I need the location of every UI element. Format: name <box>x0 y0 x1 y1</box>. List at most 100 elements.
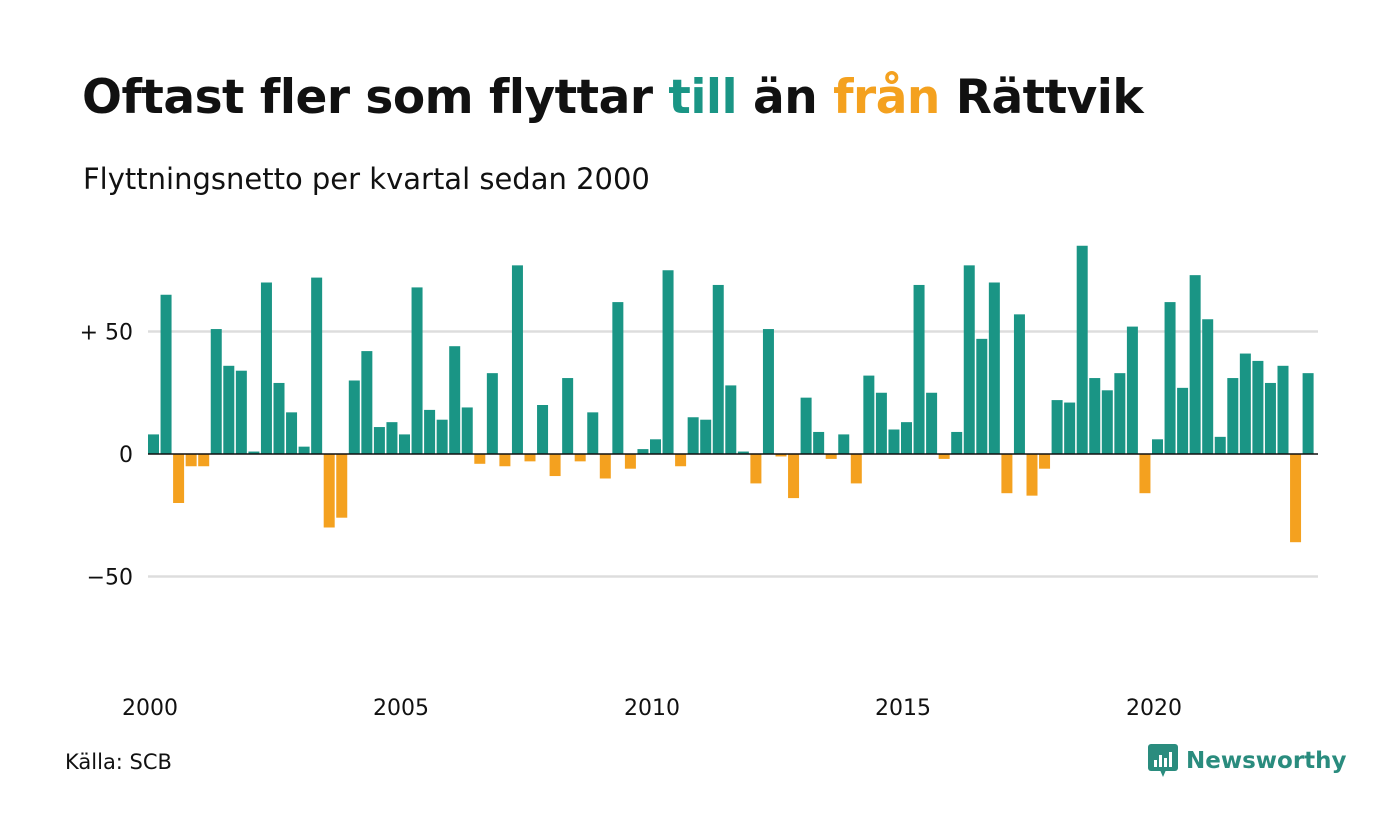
bar <box>1089 378 1101 454</box>
bar <box>838 434 850 454</box>
bar <box>336 454 348 518</box>
bar <box>260 282 272 454</box>
bar <box>863 375 875 454</box>
bar <box>173 454 185 503</box>
bar <box>411 287 423 454</box>
bar <box>599 454 611 479</box>
bar <box>700 419 712 454</box>
x-tick-label: 2015 <box>875 696 931 721</box>
bar <box>1126 326 1138 454</box>
bar <box>850 454 862 484</box>
bar <box>474 454 486 464</box>
x-tick-label: 2010 <box>624 696 680 721</box>
source-note: Källa: SCB <box>65 750 172 774</box>
bar <box>750 454 762 484</box>
bar <box>1302 373 1314 454</box>
newsworthy-logo-icon <box>1148 744 1178 777</box>
y-tick-label: + 50 <box>80 321 133 346</box>
bar <box>926 392 938 454</box>
title-part-3: Rättvik <box>939 70 1144 125</box>
bar <box>273 382 285 454</box>
bar <box>511 265 523 454</box>
bar <box>813 431 825 454</box>
bar <box>1202 319 1214 454</box>
bar <box>1227 378 1239 454</box>
bar <box>1239 353 1251 454</box>
bar <box>951 431 963 454</box>
bar <box>373 427 385 454</box>
bar <box>537 405 549 454</box>
bar <box>1290 454 1302 543</box>
bar <box>248 451 260 454</box>
bar <box>1013 314 1025 454</box>
bar <box>198 454 210 467</box>
bar <box>988 282 1000 454</box>
bar <box>160 294 172 454</box>
bar <box>725 385 737 454</box>
bar <box>499 454 511 467</box>
bar <box>624 454 636 469</box>
y-tick-label: −50 <box>87 566 133 591</box>
title-part-2: än <box>737 70 834 125</box>
bar <box>1189 275 1201 454</box>
bar <box>662 270 674 454</box>
bar <box>1051 400 1063 454</box>
bar <box>574 454 586 462</box>
bar <box>386 422 398 454</box>
bar <box>963 265 975 454</box>
bar <box>1164 302 1176 454</box>
bar <box>449 346 461 454</box>
bar <box>1114 373 1126 454</box>
bar <box>549 454 561 477</box>
bar <box>323 454 335 528</box>
bar <box>675 454 687 467</box>
bar <box>562 378 574 454</box>
bar <box>436 419 448 454</box>
bar <box>1252 360 1264 454</box>
bar <box>1264 382 1276 454</box>
tick-label-layer: + 50 0 −50 2000 2005 2010 2015 2020 <box>80 321 1182 722</box>
bar <box>637 449 649 454</box>
bar <box>1101 390 1113 454</box>
y-tick-label: 0 <box>119 443 133 468</box>
bar <box>737 451 749 454</box>
bar <box>650 439 661 454</box>
bar <box>185 454 197 467</box>
bar <box>348 380 360 454</box>
title-till: till <box>668 70 738 125</box>
grid-layer <box>148 330 1318 578</box>
newsworthy-logo-text: Newsworthy <box>1186 748 1347 774</box>
bar <box>361 351 373 454</box>
bar <box>235 370 247 454</box>
chart-title: Oftast fler som flyttar till än från Rät… <box>82 70 1144 126</box>
bar <box>223 365 235 454</box>
title-fran: från <box>833 70 940 125</box>
bar <box>1026 454 1038 496</box>
bar <box>286 412 298 454</box>
chart-subtitle: Flyttningsnetto per kvartal sedan 2000 <box>83 162 650 196</box>
bar <box>875 392 887 454</box>
bar <box>399 434 410 454</box>
newsworthy-logo[interactable]: Newsworthy <box>1148 744 1347 778</box>
bar-layer <box>148 245 1314 543</box>
bar <box>825 454 837 459</box>
title-part-1: Oftast fler som flyttar <box>82 70 669 125</box>
bar <box>1139 454 1151 494</box>
bar <box>210 329 222 454</box>
bar <box>938 454 950 459</box>
bar <box>298 446 310 454</box>
bar <box>913 284 925 454</box>
bar-chart: + 50 0 −50 2000 2005 2010 2015 2020 <box>80 245 1318 722</box>
bar <box>800 397 812 454</box>
bar <box>461 407 473 454</box>
bar <box>424 409 436 454</box>
bar <box>587 412 599 454</box>
bar <box>1214 436 1226 454</box>
bar <box>1064 402 1076 454</box>
x-tick-label: 2000 <box>122 696 178 721</box>
bar <box>788 454 800 499</box>
bar <box>1277 365 1289 454</box>
bar <box>524 454 536 462</box>
bar <box>888 429 900 454</box>
bar <box>901 422 912 454</box>
